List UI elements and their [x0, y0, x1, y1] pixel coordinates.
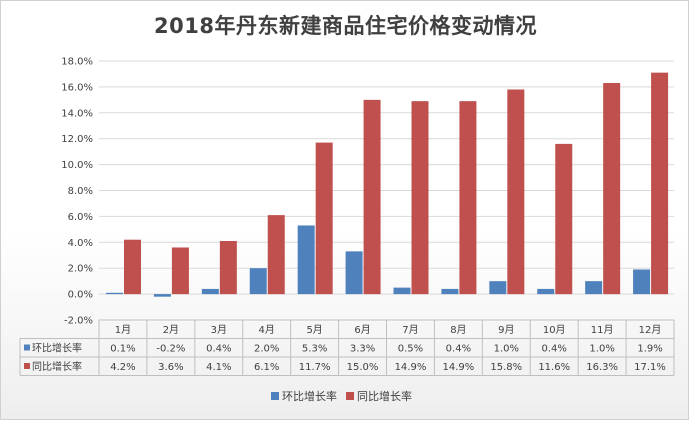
bar-yoy — [315, 142, 333, 295]
table-row-header: 环比增长率 — [32, 342, 82, 355]
bar-mom — [537, 288, 555, 295]
y-tick-label: 0.0% — [68, 290, 93, 301]
table-cell-mom: -0.2% — [156, 344, 185, 355]
legend-key — [346, 392, 354, 400]
table-legend-key — [24, 363, 30, 369]
table-row-header: 同比增长率 — [32, 360, 82, 373]
legend-label: 同比增长率 — [357, 389, 412, 403]
bar-yoy — [363, 99, 381, 295]
bar-mom — [345, 251, 363, 295]
table-cell-yoy: 14.9% — [395, 362, 427, 373]
bar-mom — [393, 287, 411, 295]
bar-mom — [441, 288, 459, 295]
table-cell-yoy: 15.0% — [347, 362, 379, 373]
table-cell-yoy: 17.1% — [634, 362, 666, 373]
category-label: 7月 — [402, 324, 418, 336]
table-cell-yoy: 14.9% — [442, 362, 474, 373]
bar-yoy — [651, 72, 669, 295]
category-label: 8月 — [450, 324, 466, 336]
category-label: 6月 — [354, 324, 370, 336]
table-cell-yoy: 3.6% — [158, 362, 183, 373]
category-label: 9月 — [498, 324, 514, 336]
y-tick-label: 2.0% — [68, 264, 93, 275]
bar-yoy — [459, 101, 477, 295]
bar-yoy — [171, 247, 189, 295]
bar-yoy — [411, 101, 429, 295]
y-tick-label: 16.0% — [61, 82, 93, 93]
bar-mom — [153, 294, 171, 297]
table-cell-yoy: 15.8% — [490, 362, 522, 373]
y-tick-label: 8.0% — [68, 186, 93, 197]
y-tick-label: 18.0% — [61, 57, 93, 68]
chart-title: 2018年丹东新建商品住宅价格变动情况 — [154, 14, 537, 38]
table-cell-mom: 0.5% — [398, 344, 423, 355]
bar-yoy — [219, 241, 237, 295]
table-cell-yoy: 4.1% — [206, 362, 231, 373]
y-tick-label: -2.0% — [64, 316, 93, 327]
bar-yoy — [267, 215, 285, 295]
table-cell-mom: 2.0% — [254, 344, 279, 355]
table-cell-mom: 0.1% — [110, 344, 135, 355]
legend-key — [271, 392, 279, 400]
bar-mom — [201, 288, 219, 295]
bar-yoy — [507, 89, 525, 295]
table-cell-mom: 0.4% — [446, 344, 471, 355]
table-cell-mom: 3.3% — [350, 344, 375, 355]
category-label: 2月 — [163, 324, 179, 336]
category-label: 5月 — [306, 324, 322, 336]
table-cell-mom: 1.9% — [637, 344, 662, 355]
category-label: 11月 — [591, 324, 614, 336]
legend-label: 环比增长率 — [282, 389, 337, 403]
table-legend-key — [24, 344, 30, 351]
bar-yoy — [124, 239, 141, 295]
bar-yoy — [603, 83, 621, 295]
category-label: 10月 — [543, 324, 566, 336]
bar-mom — [489, 281, 507, 295]
y-tick-label: 14.0% — [61, 108, 93, 119]
table-cell-mom: 0.4% — [206, 344, 231, 355]
category-label: 3月 — [211, 324, 227, 336]
table-cell-mom: 1.0% — [494, 344, 519, 355]
table-cell-yoy: 16.3% — [586, 362, 618, 373]
table-cell-yoy: 11.6% — [538, 362, 570, 373]
table-cell-yoy: 4.2% — [110, 362, 135, 373]
bar-mom — [297, 225, 315, 295]
bar-mom — [633, 269, 651, 295]
y-tick-label: 4.0% — [68, 238, 93, 249]
y-tick-label: 6.0% — [68, 212, 93, 223]
y-tick-label: 12.0% — [61, 134, 93, 145]
bar-mom — [585, 281, 603, 295]
table-cell-mom: 5.3% — [302, 344, 327, 355]
category-label: 12月 — [639, 324, 662, 336]
bar-yoy — [555, 143, 573, 295]
category-label: 1月 — [115, 324, 131, 336]
y-tick-label: 10.0% — [61, 160, 93, 171]
table-cell-yoy: 6.1% — [254, 362, 279, 373]
bar-mom — [106, 292, 123, 295]
category-label: 4月 — [259, 324, 275, 336]
table-cell-mom: 1.0% — [589, 344, 614, 355]
table-cell-yoy: 11.7% — [299, 362, 331, 373]
bar-mom — [249, 268, 267, 295]
table-cell-mom: 0.4% — [542, 344, 567, 355]
